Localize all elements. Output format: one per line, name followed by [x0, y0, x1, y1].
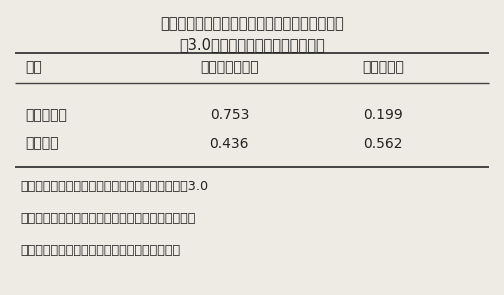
Text: 齢3.0）の葉面積指数との相関係数: 齢3.0）の葉面積指数との相関係数: [179, 37, 325, 52]
Text: 平均日平均気温と平均日射量は，移植日〜補葉齢3.0: 平均日平均気温と平均日射量は，移植日〜補葉齢3.0: [20, 180, 208, 193]
Text: 平均日平均気温: 平均日平均気温: [200, 60, 259, 74]
Text: 相関係数はいずれも５％水準で有意ではない．: 相関係数はいずれも５％水準で有意ではない．: [20, 244, 180, 257]
Text: コシヒカリ: コシヒカリ: [25, 108, 67, 122]
Text: 平均日射量: 平均日射量: [362, 60, 404, 74]
Text: 表２　移植後の気象環境と穂首分化期頃（補葉: 表２ 移植後の気象環境と穂首分化期頃（補葉: [160, 16, 344, 31]
Text: 到達日までの日平均気温と日射量の平均値を示す．: 到達日までの日平均気温と日射量の平均値を示す．: [20, 212, 196, 225]
Text: 0.199: 0.199: [363, 108, 403, 122]
Text: 品種: 品種: [25, 60, 42, 74]
Text: 0.562: 0.562: [363, 137, 403, 151]
Text: 0.436: 0.436: [210, 137, 249, 151]
Text: 0.753: 0.753: [210, 108, 249, 122]
Text: 越路早生: 越路早生: [25, 137, 58, 151]
